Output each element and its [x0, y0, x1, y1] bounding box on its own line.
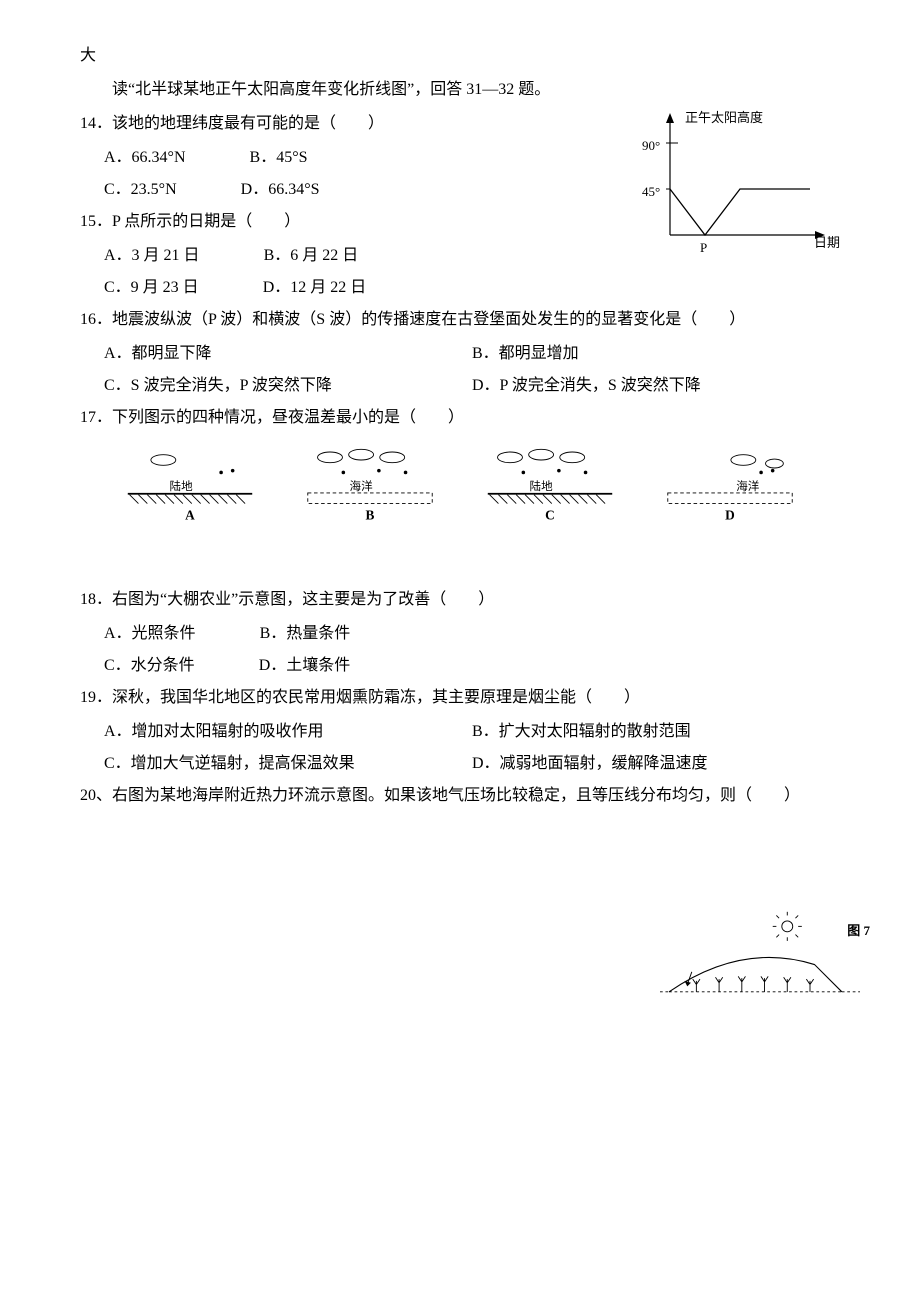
q18-opt-a: A．光照条件 [104, 618, 196, 650]
panel-b-letter: B [366, 508, 375, 523]
greenhouse-figure: 图 7 [660, 910, 860, 1022]
q15-opt-b: B．6 月 22 日 [264, 240, 359, 272]
q19-opt-b: B．扩大对太阳辐射的散射范围 [472, 716, 840, 748]
q16-stem: 16．地震波纵波（P 波）和横波（S 波）的传播速度在古登堡面处发生的的显著变化… [80, 304, 840, 336]
panel-b-label: 海洋 [350, 479, 374, 493]
q19-opt-c: C．增加大气逆辐射，提高保温效果 [104, 748, 472, 780]
reading-prompt: 读“北半球某地正午太阳高度年变化折线图”，回答 31—32 题。 [80, 74, 840, 106]
panel-d-label: 海洋 [736, 479, 760, 493]
chart-tick-90: 90° [642, 133, 660, 159]
q20-stem: 20、右图为某地海岸附近热力环流示意图。如果该地气压场比较稳定，且等压线分布均匀… [80, 780, 840, 812]
q17-panels: 陆地 A 海洋 B [80, 444, 840, 524]
q19-opt-a: A．增加对太阳辐射的吸收作用 [104, 716, 472, 748]
q18-opt-b: B．热量条件 [260, 618, 351, 650]
panel-c-label: 陆地 [530, 479, 554, 493]
noon-altitude-chart: 正午太阳高度 90° 45° P 日期 [620, 105, 840, 255]
panel-b: 海洋 B [290, 444, 450, 524]
q17-stem: 17．下列图示的四种情况，昼夜温差最小的是（ ） [80, 402, 840, 434]
q18-opt-c: C．水分条件 [104, 650, 195, 682]
panel-d: 海洋 D [650, 444, 810, 524]
q18-opt-d: D．土壤条件 [259, 650, 351, 682]
panel-d-letter: D [725, 508, 735, 523]
q16-opt-c: C．S 波完全消失，P 波突然下降 [104, 370, 472, 402]
q14-opt-b: B．45°S [250, 142, 308, 174]
panel-a: 陆地 A [110, 444, 270, 524]
q14-opt-a: A．66.34°N [104, 142, 186, 174]
q14-opt-c: C．23.5°N [104, 174, 177, 206]
q19-stem: 19．深秋，我国华北地区的农民常用烟熏防霜冻，其主要原理是烟尘能（ ） [80, 682, 840, 714]
q16-opt-d: D．P 波完全消失，S 波突然下降 [472, 370, 840, 402]
panel-a-letter: A [185, 508, 195, 523]
chart-xlabel: 日期 [814, 230, 840, 256]
q19-opt-d: D．减弱地面辐射，缓解降温速度 [472, 748, 840, 780]
q18-stem: 18．右图为“大棚农业”示意图，这主要是为了改善（ ） [80, 584, 840, 616]
q15-opt-c: C．9 月 23 日 [104, 272, 199, 304]
chart-point-p: P [700, 235, 707, 261]
panel-c-letter: C [545, 508, 555, 523]
greenhouse-label: 图 7 [847, 918, 870, 944]
intro-fragment: 大 [80, 40, 840, 72]
q16-opt-a: A．都明显下降 [104, 338, 472, 370]
panel-a-label: 陆地 [170, 479, 194, 493]
q15-opt-d: D．12 月 22 日 [263, 272, 367, 304]
chart-ylabel: 正午太阳高度 [685, 105, 763, 131]
q16-opt-b: B．都明显增加 [472, 338, 840, 370]
q14-opt-d: D．66.34°S [241, 174, 320, 206]
q15-opt-a: A．3 月 21 日 [104, 240, 200, 272]
panel-c: 陆地 C [470, 444, 630, 524]
chart-tick-45: 45° [642, 179, 660, 205]
